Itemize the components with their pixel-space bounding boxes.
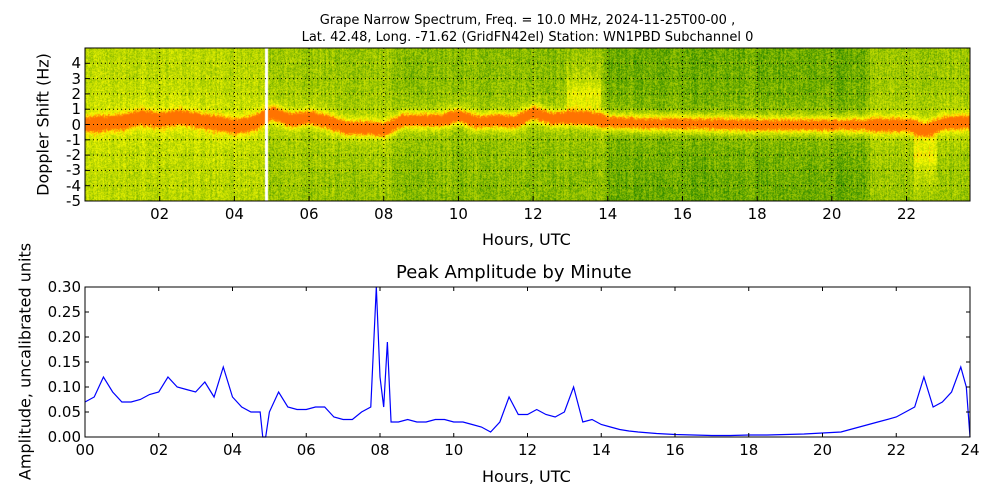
spectrogram-xtick-label: 12 [523, 205, 543, 223]
spectrogram-ytick-label: 3 [71, 69, 81, 88]
spectrogram-ytick-label: 2 [71, 84, 81, 103]
amplitude-xtick-label: 10 [444, 441, 464, 459]
spectrogram-ytick-label: -1 [66, 130, 81, 149]
amplitude-xtick-label: 24 [960, 441, 980, 459]
spectrogram-xtick-label: 14 [598, 205, 618, 223]
spectrogram-ytick-label: -2 [66, 146, 81, 165]
spectrogram-xtick-label: 06 [299, 205, 319, 223]
spectrogram-xtick-label: 04 [224, 205, 244, 223]
spectrogram-xlabel: Hours, UTC [482, 230, 571, 249]
amplitude-ytick-label: 0.00 [47, 428, 81, 446]
spectrogram-xtick-label: 18 [747, 205, 767, 223]
amplitude-xtick-label: 22 [886, 441, 906, 459]
amplitude-xtick-label: 02 [149, 441, 169, 459]
amplitude-xtick-label: 12 [517, 441, 538, 459]
amplitude-frame [84, 286, 971, 438]
spectrogram-ytick-label: 1 [71, 100, 81, 119]
spectrogram-title-line1: Grape Narrow Spectrum, Freq. = 10.0 MHz,… [319, 13, 736, 28]
amplitude-xtick-label: 14 [591, 441, 611, 459]
spectrogram-ytick-label: -3 [66, 161, 81, 180]
amplitude-title: Peak Amplitude by Minute [396, 262, 632, 283]
amplitude-xtick-label: 20 [812, 441, 833, 459]
spectrogram-xtick-label: 16 [672, 205, 692, 223]
spectrogram-ytick-label: 0 [71, 115, 81, 134]
spectrogram-xtick-label: 20 [822, 205, 842, 223]
spectrogram-xtick-label: 10 [448, 205, 468, 223]
amplitude-ytick-label: 0.30 [47, 278, 81, 296]
amplitude-xtick-label: 06 [296, 441, 316, 459]
amplitude-xlabel: Hours, UTC [482, 467, 571, 486]
spectrogram-ytick-label: -4 [66, 176, 81, 195]
amplitude-ytick-label: 0.15 [47, 353, 81, 371]
amplitude-ytick-label: 0.20 [47, 328, 81, 346]
amplitude-ytick-label: 0.10 [47, 378, 81, 396]
spectrogram-ytick-label: -5 [66, 192, 81, 210]
spectrogram-frame [84, 47, 971, 202]
amplitude-xtick-label: 18 [739, 441, 759, 459]
spectrogram-xtick-label: 22 [896, 205, 917, 223]
amplitude-xtick-label: 00 [75, 441, 95, 459]
spectrogram-title-line2: Lat. 42.48, Long. -71.62 (GridFN42el) St… [301, 30, 754, 45]
amplitude-ytick-label: 0.05 [47, 403, 81, 421]
amplitude-xtick-label: 16 [665, 441, 685, 459]
amplitude-series-line [84, 286, 971, 438]
spectrogram-xtick-label: 08 [374, 205, 394, 223]
amplitude-xtick-label: 04 [222, 441, 243, 459]
amplitude-ytick-label: 0.25 [47, 303, 81, 321]
amplitude-xtick-label: 08 [370, 441, 390, 459]
spectrogram-xtick-label: 02 [150, 205, 170, 223]
spectrogram-ytick-label: 4 [71, 54, 81, 73]
spectrogram-image [85, 48, 970, 201]
